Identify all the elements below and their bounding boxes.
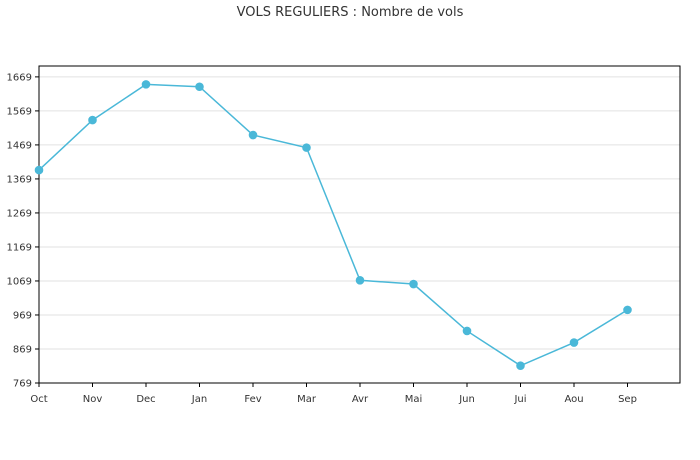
x-tick-label: Dec	[136, 394, 155, 405]
x-tick-label: Jun	[458, 394, 475, 405]
data-point-sep	[623, 305, 632, 315]
data-point-dec	[141, 80, 151, 89]
x-tick-label: Sep	[618, 394, 637, 405]
y-tick-label: 969	[13, 310, 32, 321]
x-tick-label: Avr	[352, 394, 369, 405]
x-tick-label: Nov	[83, 394, 103, 405]
series-line	[38, 83, 628, 367]
data-point-jan	[195, 82, 204, 92]
x-tick-label: Mar	[297, 394, 317, 405]
x-tick-label: Mai	[405, 394, 423, 405]
plot-frame	[38, 65, 681, 384]
x-tick-label: Jui	[513, 394, 526, 405]
y-tick-label: 1469	[7, 140, 32, 151]
x-tick-label: Jan	[191, 394, 207, 405]
y-tick-label: 1069	[7, 276, 32, 287]
chart-title: VOLS REGULIERS : Nombre de vols	[236, 5, 464, 20]
data-point-fev	[248, 130, 258, 140]
y-tick-label: 1669	[7, 72, 32, 83]
data-point-oct	[34, 165, 44, 175]
data-point-mai	[409, 279, 418, 289]
y-tick-label: 1269	[7, 208, 32, 219]
data-point-nov	[88, 115, 97, 125]
data-point-aou	[569, 338, 579, 347]
data-point-avr	[355, 275, 365, 285]
x-tick-label: Aou	[564, 394, 583, 405]
data-point-jui	[516, 361, 525, 370]
y-tick-label: 1369	[7, 174, 32, 185]
y-tick-label: 1169	[7, 242, 32, 253]
data-point-jun	[462, 326, 472, 336]
data-point-mar	[302, 143, 311, 152]
y-tick-label: 769	[13, 379, 32, 390]
y-tick-label: 1569	[7, 106, 32, 117]
y-tick-label: 869	[13, 344, 32, 355]
x-tick-label: Oct	[30, 394, 47, 405]
x-tick-label: Fev	[244, 394, 261, 405]
